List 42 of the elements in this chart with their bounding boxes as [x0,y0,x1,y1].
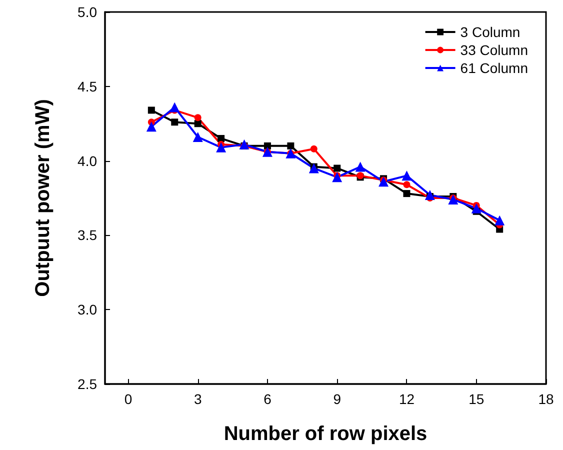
x-tick-label: 0 [124,391,132,407]
point [216,142,226,152]
point [494,215,505,226]
point [194,120,202,128]
point [403,190,410,198]
point [170,102,180,112]
y-tick-label: 3.0 [78,302,98,318]
point [287,142,294,150]
point [192,132,203,142]
x-tick-label: 9 [333,391,342,407]
y-tick-label: 4.5 [78,78,98,94]
point [471,203,482,214]
point [403,181,410,188]
point [218,134,225,142]
point [378,176,389,187]
point [310,145,318,152]
y-tick-label: 2.5 [78,376,98,392]
point [424,190,435,200]
y-tick-label: 4.0 [78,152,98,169]
x-tick-label: 15 [468,391,484,407]
x-axis-title: Number of row pixels [224,423,428,445]
point [239,139,250,150]
legend-label: 33 Column [460,42,528,58]
x-tick-label: 6 [264,391,272,407]
point [148,106,155,114]
point [194,114,202,122]
point [146,122,156,132]
x-tick-label: 18 [538,391,554,407]
legend-label: 3 Column [460,24,520,40]
y-tick-label: 3.5 [78,227,98,244]
point [448,194,458,204]
point [355,162,366,172]
x-tick-label: 12 [398,391,415,407]
point [171,118,178,126]
point [402,170,412,181]
legend-label: 61 Column [460,60,528,76]
y-tick-label: 5.0 [78,4,98,20]
x-tick-label: 3 [194,391,202,407]
point [332,172,342,182]
point [334,164,341,172]
y-axis-title: Outpuut power (mW) [32,99,54,297]
point [308,163,319,174]
